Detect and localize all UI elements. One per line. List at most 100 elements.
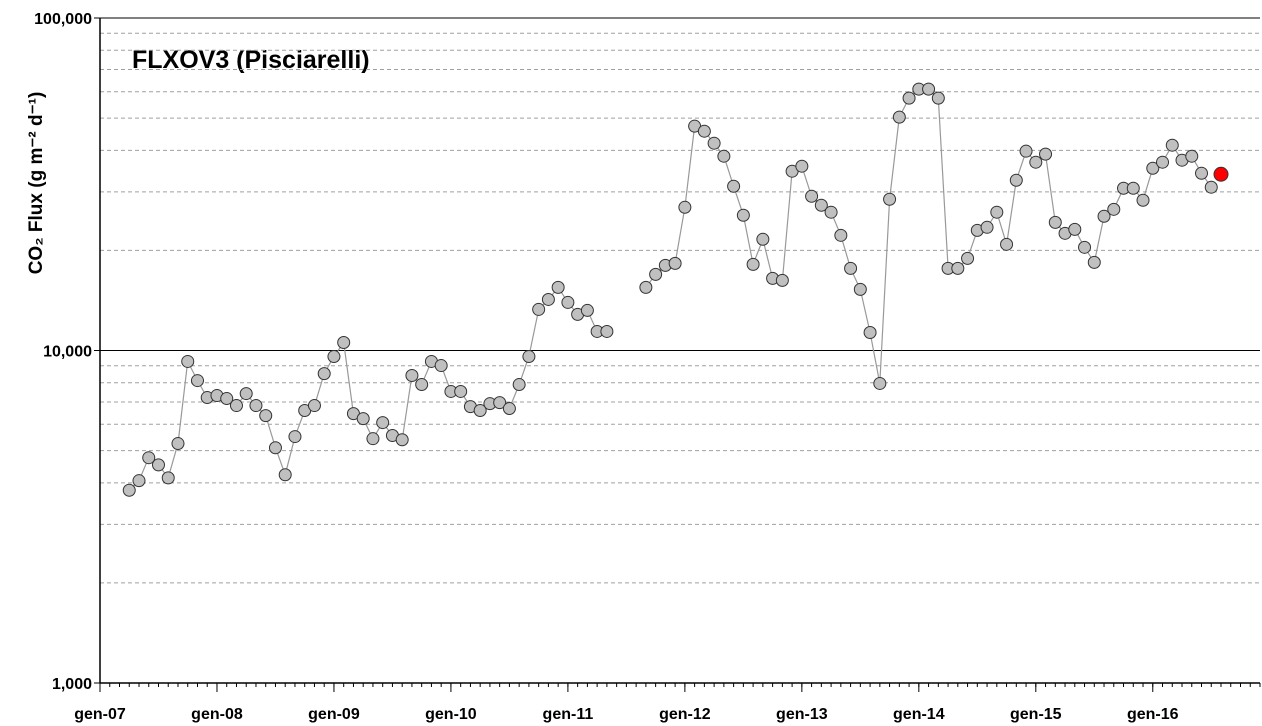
data-point [122, 483, 136, 497]
x-tick-label: gen-08 [191, 706, 243, 723]
data-point [844, 261, 858, 275]
data-point [366, 432, 380, 446]
data-point [249, 399, 263, 413]
data-point [649, 267, 663, 281]
data-point [434, 359, 448, 373]
data-point [931, 91, 945, 105]
data-point [1068, 222, 1082, 236]
x-tick-label: gen-11 [543, 706, 594, 723]
data-point [132, 474, 146, 488]
data-point [551, 280, 565, 294]
data-point [181, 354, 195, 368]
x-tick-label: gen-13 [776, 706, 828, 723]
data-point [1185, 149, 1199, 163]
data-point [1136, 193, 1150, 207]
data-point [1039, 147, 1053, 161]
data-point [1029, 155, 1043, 169]
data-point [512, 378, 526, 392]
x-tick-label: gen-07 [74, 706, 126, 723]
data-point [1019, 144, 1033, 158]
data-point [814, 198, 828, 212]
data-point [990, 205, 1004, 219]
data-point [1107, 202, 1121, 216]
data-point [1165, 138, 1179, 152]
y-tick-label: 10,000 [43, 344, 92, 361]
x-tick-label: gen-15 [1010, 706, 1062, 723]
data-point [892, 110, 906, 124]
data-point [775, 273, 789, 287]
data-point [834, 228, 848, 242]
data-point [1156, 155, 1170, 169]
data-point [824, 205, 838, 219]
data-point [951, 261, 965, 275]
data-point [795, 159, 809, 173]
data-point [668, 256, 682, 270]
x-tick-label: gen-12 [659, 706, 711, 723]
data-point [288, 430, 302, 444]
data-point [805, 189, 819, 203]
data-point [415, 378, 429, 392]
data-point [1213, 166, 1229, 182]
data-point [337, 335, 351, 349]
data-point [229, 399, 243, 413]
x-tick-label: gen-10 [425, 706, 477, 723]
data-point [532, 302, 546, 316]
data-point [1126, 181, 1140, 195]
y-axis-label: CO₂ Flux (g m⁻² d⁻¹) [26, 92, 47, 275]
data-point [1078, 240, 1092, 254]
data-point [239, 387, 253, 401]
data-point [746, 257, 760, 271]
data-point [736, 208, 750, 222]
data-point [561, 295, 575, 309]
data-point [1000, 237, 1014, 251]
data-point [873, 376, 887, 390]
data-point [1097, 209, 1111, 223]
data-point [1048, 215, 1062, 229]
data-point [678, 200, 692, 214]
data-point [317, 367, 331, 381]
data-point [922, 82, 936, 96]
data-point [376, 416, 390, 430]
y-tick-label: 100,000 [34, 11, 92, 28]
data-point [961, 251, 975, 265]
data-point [327, 350, 341, 364]
data-point [522, 350, 536, 364]
data-point [502, 402, 516, 416]
data-point [142, 451, 156, 465]
data-point [717, 149, 731, 163]
data-point [980, 220, 994, 234]
data-point [1087, 255, 1101, 269]
data-point [756, 232, 770, 246]
data-point [1146, 161, 1160, 175]
data-point [190, 374, 204, 388]
data-point [454, 384, 468, 398]
data-point [395, 433, 409, 447]
y-tick-label: 1,000 [52, 676, 92, 693]
data-point [1204, 180, 1218, 194]
x-tick-label: gen-09 [308, 706, 360, 723]
x-tick-label: gen-16 [1127, 706, 1179, 723]
data-point [600, 324, 614, 338]
data-point [580, 303, 594, 317]
data-point [541, 292, 555, 306]
data-point [220, 392, 234, 406]
x-tick-label: gen-14 [893, 706, 945, 723]
data-point [853, 282, 867, 296]
data-point [902, 91, 916, 105]
data-point [405, 369, 419, 383]
data-point [307, 399, 321, 413]
data-point [171, 437, 185, 451]
data-point [727, 179, 741, 193]
data-point [473, 404, 487, 418]
data-point [697, 124, 711, 138]
data-point [883, 192, 897, 206]
data-point [493, 396, 507, 410]
data-point [161, 471, 175, 485]
data-point [268, 441, 282, 455]
data-point [1195, 166, 1209, 180]
data-point [639, 280, 653, 294]
data-point [151, 458, 165, 472]
data-point [863, 325, 877, 339]
data-point [278, 468, 292, 482]
